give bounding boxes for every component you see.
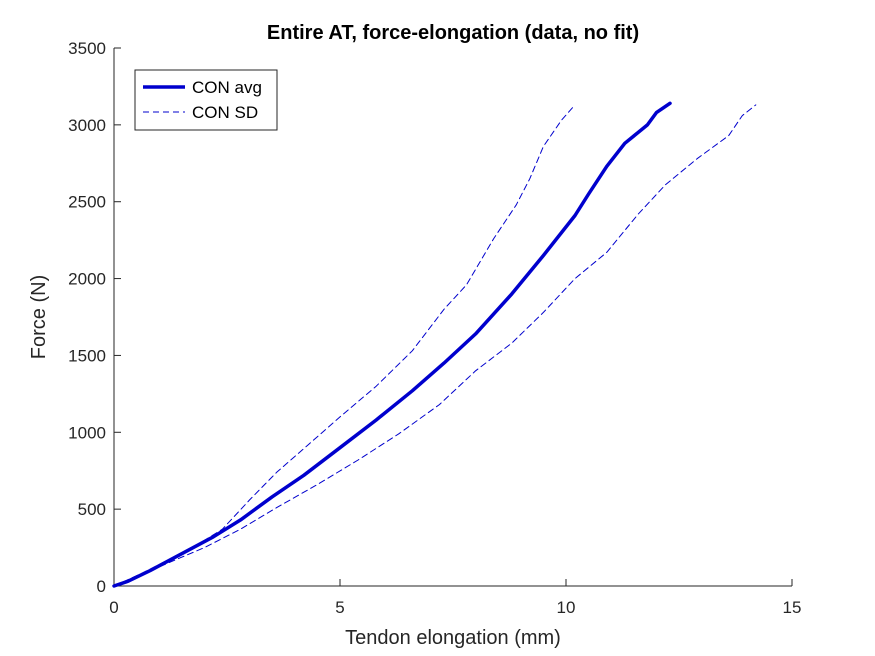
chart-title: Entire AT, force-elongation (data, no fi… bbox=[267, 22, 639, 44]
series-line-1 bbox=[112, 101, 672, 588]
y-tick-label: 0 bbox=[97, 577, 106, 596]
series-line-3 bbox=[113, 104, 757, 587]
legend-label: CON avg bbox=[192, 78, 262, 97]
y-tick-label: 500 bbox=[78, 500, 106, 519]
series-line-2 bbox=[113, 104, 576, 587]
legend-box bbox=[134, 69, 278, 131]
x-tick-label: 15 bbox=[783, 598, 802, 617]
x-tick-label: 5 bbox=[335, 598, 344, 617]
x-axis-label: Tendon elongation (mm) bbox=[345, 627, 561, 649]
y-tick-label: 2000 bbox=[68, 270, 106, 289]
y-tick-label: 1000 bbox=[68, 423, 106, 442]
y-tick-label: 3500 bbox=[68, 39, 106, 58]
y-tick-label: 3000 bbox=[68, 116, 106, 135]
axes-group: 0 5 10 15 0 500 1000 1500 2000 2500 3000 3500 bbox=[68, 39, 801, 617]
x-tick-label: 0 bbox=[109, 598, 118, 617]
y-axis-label: Force (N) bbox=[28, 275, 50, 359]
y-tick-label: 1500 bbox=[68, 346, 106, 365]
y-tick-label: 2500 bbox=[68, 193, 106, 212]
legend-label: CON SD bbox=[192, 103, 258, 122]
series-group bbox=[112, 101, 757, 588]
x-tick-label: 10 bbox=[557, 598, 576, 617]
legend: CON avg CON SD bbox=[134, 69, 278, 131]
